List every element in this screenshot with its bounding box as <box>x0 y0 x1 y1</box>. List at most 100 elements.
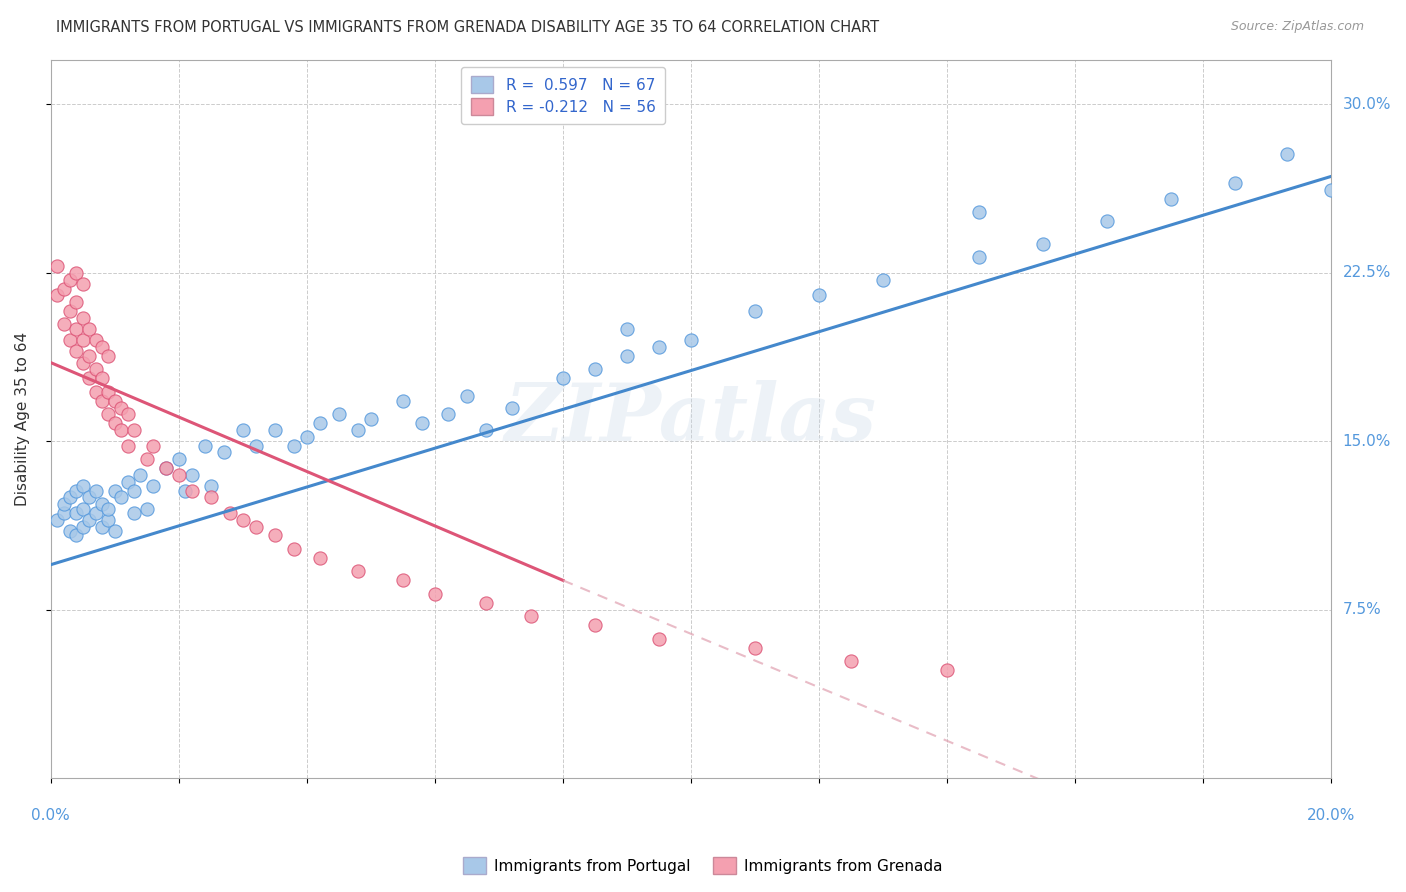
Point <box>967 205 990 219</box>
Point <box>117 407 139 421</box>
Point <box>97 501 120 516</box>
Point <box>65 295 87 310</box>
Point <box>360 411 382 425</box>
Point <box>264 423 287 437</box>
Point <box>232 423 254 437</box>
Text: 30.0%: 30.0% <box>1343 97 1391 112</box>
Point <box>520 609 543 624</box>
Point <box>72 333 94 347</box>
Point <box>1225 176 1247 190</box>
Point <box>91 519 114 533</box>
Text: 15.0%: 15.0% <box>1343 434 1391 449</box>
Point <box>180 467 202 482</box>
Point <box>135 501 157 516</box>
Point <box>65 344 87 359</box>
Point <box>110 423 132 437</box>
Point <box>46 288 69 302</box>
Point <box>475 423 498 437</box>
Point <box>744 304 766 318</box>
Point <box>117 439 139 453</box>
Point <box>110 491 132 505</box>
Point <box>65 506 87 520</box>
Point <box>104 524 127 538</box>
Point <box>423 587 446 601</box>
Point <box>129 467 152 482</box>
Point <box>52 506 75 520</box>
Legend: R =  0.597   N = 67, R = -0.212   N = 56: R = 0.597 N = 67, R = -0.212 N = 56 <box>461 67 665 124</box>
Point <box>551 371 574 385</box>
Point <box>110 401 132 415</box>
Point <box>648 632 671 646</box>
Point <box>180 483 202 498</box>
Point <box>308 416 330 430</box>
Point <box>72 479 94 493</box>
Point <box>65 322 87 336</box>
Point <box>77 371 100 385</box>
Point <box>65 528 87 542</box>
Point <box>501 401 523 415</box>
Point <box>59 491 82 505</box>
Point <box>46 259 69 273</box>
Point <box>200 479 222 493</box>
Point <box>347 423 370 437</box>
Point <box>65 483 87 498</box>
Point <box>295 430 318 444</box>
Point <box>77 322 100 336</box>
Point <box>91 371 114 385</box>
Point <box>117 475 139 489</box>
Point <box>200 491 222 505</box>
Point <box>59 304 82 318</box>
Point <box>135 452 157 467</box>
Point <box>648 340 671 354</box>
Point <box>97 513 120 527</box>
Point <box>72 277 94 291</box>
Text: 22.5%: 22.5% <box>1343 265 1391 280</box>
Point <box>1320 183 1343 197</box>
Point <box>167 467 190 482</box>
Point <box>84 384 107 399</box>
Point <box>91 340 114 354</box>
Point <box>84 483 107 498</box>
Point <box>808 288 831 302</box>
Point <box>104 416 127 430</box>
Point <box>283 541 305 556</box>
Text: 20.0%: 20.0% <box>1308 808 1355 823</box>
Text: Source: ZipAtlas.com: Source: ZipAtlas.com <box>1230 20 1364 33</box>
Point <box>72 501 94 516</box>
Point <box>84 506 107 520</box>
Point <box>155 461 177 475</box>
Point <box>456 389 478 403</box>
Point <box>616 322 638 336</box>
Point <box>84 333 107 347</box>
Point <box>193 439 215 453</box>
Point <box>583 362 606 376</box>
Text: ZIPatlas: ZIPatlas <box>505 380 877 458</box>
Point <box>65 266 87 280</box>
Text: IMMIGRANTS FROM PORTUGAL VS IMMIGRANTS FROM GRENADA DISABILITY AGE 35 TO 64 CORR: IMMIGRANTS FROM PORTUGAL VS IMMIGRANTS F… <box>56 20 879 35</box>
Point <box>967 250 990 264</box>
Point <box>97 349 120 363</box>
Point <box>308 550 330 565</box>
Point <box>264 528 287 542</box>
Point <box>46 513 69 527</box>
Point <box>839 654 862 668</box>
Point <box>142 439 165 453</box>
Point <box>91 497 114 511</box>
Point <box>681 333 703 347</box>
Point <box>1032 236 1054 251</box>
Point <box>142 479 165 493</box>
Point <box>392 393 415 408</box>
Legend: Immigrants from Portugal, Immigrants from Grenada: Immigrants from Portugal, Immigrants fro… <box>457 851 949 880</box>
Point <box>475 596 498 610</box>
Point <box>245 519 267 533</box>
Point <box>72 356 94 370</box>
Point <box>245 439 267 453</box>
Point <box>232 513 254 527</box>
Point <box>283 439 305 453</box>
Point <box>77 491 100 505</box>
Point <box>392 574 415 588</box>
Point <box>328 407 350 421</box>
Point <box>72 519 94 533</box>
Point <box>219 506 242 520</box>
Point <box>583 618 606 632</box>
